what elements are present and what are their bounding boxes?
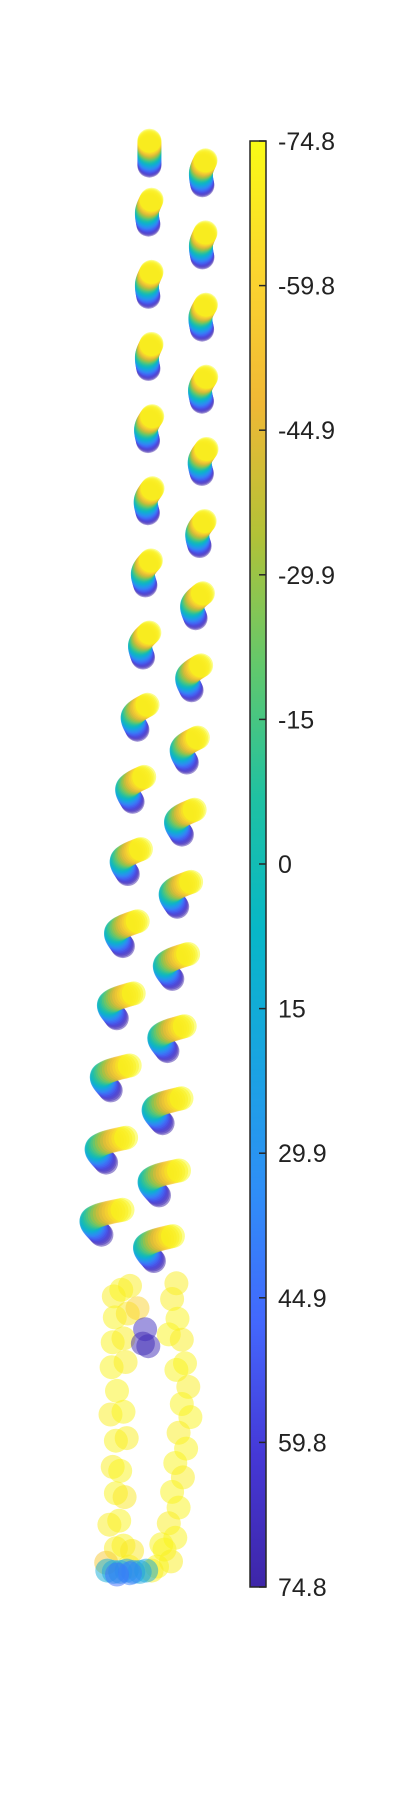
scatter-point [149,1532,174,1557]
colorbar-tick-label: 0 [278,851,292,879]
scatter-point [139,259,164,284]
scatter-point [117,1053,142,1078]
scatter-point [138,548,163,573]
scatter-point [160,1224,185,1249]
scatter-point [193,148,218,173]
scatter-point [125,909,150,934]
scatter-point [192,509,217,534]
colorbar-tick-label: 74.8 [278,1574,327,1602]
scatter-point [132,764,157,789]
scatter-point [118,1273,142,1298]
colorbar-tick-label: -15 [278,706,314,734]
scatter-point [194,364,219,389]
scatter-point [137,128,162,153]
scatter-point [136,1334,161,1359]
colorbar-frame [249,140,267,1588]
colorbar-tick-label: -44.9 [278,417,335,445]
scatter-point [164,1271,189,1296]
scatter-point [121,981,146,1006]
scatter-point [172,1014,197,1039]
scatter-point [185,725,210,750]
scatter-point [97,1512,122,1537]
colorbar-tick-label: 44.9 [278,1285,327,1313]
scatter-point [135,692,160,717]
scatter-point [110,1197,135,1222]
scatter-point [193,292,218,317]
plot-area [79,128,219,1587]
scatter-point [128,837,153,862]
scatter-point [111,1399,136,1424]
scatter-point [111,1326,136,1351]
scatter-point [169,1086,194,1111]
scatter-point [179,869,204,894]
scatter-point [114,1125,139,1150]
scatter-point [137,620,162,645]
scatter-point [139,187,164,212]
scatter-point [194,437,219,461]
scatter-point [176,942,201,966]
scatter-point [120,1538,145,1563]
scatter-point [108,1458,133,1483]
scatter-point [140,476,165,501]
scatter-point [189,653,214,678]
colorbar-tick-label: -29.9 [278,562,335,590]
colorbar-tick-label: 15 [278,996,306,1024]
scatter-point [169,1327,194,1352]
colorbar-tick-label: -74.8 [278,128,335,156]
colorbar-tick-label: -59.8 [278,273,335,301]
scatter-point [139,332,164,356]
scatter-point [140,404,165,429]
scatter-point [167,1158,191,1183]
colorbar: -74.8 -59.8 -44.9 -29.9 -15 0 15 29.9 44.9 59.8 74… [249,128,335,1602]
scatter-point [125,1296,150,1321]
colorbar-gradient [250,141,266,1587]
colorbar-tick-label: 59.8 [278,1429,327,1457]
colorbar-tick-label: 29.9 [278,1140,327,1168]
scatter-point [193,220,218,245]
scatter-point [105,1378,129,1403]
scatter-point [114,1426,139,1451]
scatter-point [182,797,207,822]
scatter-point [190,581,215,606]
scatter-point [112,1485,137,1510]
scatter-point [118,1561,142,1586]
scatter-point [113,1350,138,1374]
scatter-point [164,1357,189,1382]
